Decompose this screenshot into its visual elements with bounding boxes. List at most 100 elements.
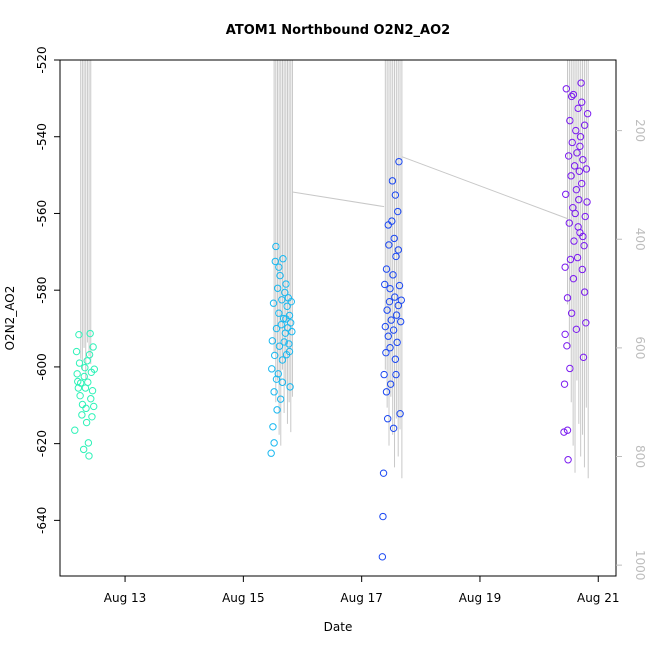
y-tick-label: -520: [35, 46, 49, 73]
data-point: [564, 152, 573, 160]
secondary-y-tick-label: 200: [633, 119, 647, 142]
data-point: [378, 553, 387, 561]
data-point: [270, 388, 278, 396]
data-point: [382, 349, 390, 357]
data-point: [562, 190, 570, 198]
data-point: [283, 302, 291, 310]
data-point: [563, 426, 572, 434]
data-point: [71, 426, 79, 434]
y-tick-label: -540: [35, 123, 49, 150]
data-point: [561, 330, 569, 339]
data-point: [286, 383, 294, 391]
data-point: [85, 350, 94, 359]
data-point: [381, 280, 389, 289]
data-point: [276, 395, 285, 403]
y-tick-label: -560: [35, 200, 49, 227]
secondary-y-tick-label: 400: [633, 228, 647, 251]
data-point: [582, 165, 591, 173]
data-point: [285, 340, 293, 348]
data-point: [78, 411, 86, 419]
y-tick-label: -580: [35, 277, 49, 304]
data-point: [385, 297, 394, 306]
data-point: [580, 121, 589, 129]
y-axis: -640 -620 -600 -580 -560 -540 -520: [35, 46, 60, 534]
data-point: [279, 255, 287, 263]
data-point: [75, 359, 84, 367]
data-point: [575, 167, 584, 175]
secondary-y-tick-label: 1000: [633, 550, 647, 581]
data-point: [566, 116, 574, 125]
data-point: [382, 265, 391, 273]
data-point: [567, 172, 575, 180]
data-point: [388, 177, 397, 185]
data-point: [282, 280, 290, 288]
data-point: [275, 263, 283, 271]
secondary-series-connector: [292, 191, 385, 208]
data-point: [277, 321, 285, 329]
y-axis-label: O2N2_AO2: [3, 286, 17, 351]
x-axis-label: Date: [324, 620, 353, 634]
data-point: [392, 252, 400, 261]
data-point: [76, 391, 84, 400]
data-point: [86, 329, 94, 338]
data-point: [278, 296, 286, 304]
data-point: [385, 241, 393, 249]
y-tick-label: -640: [35, 507, 49, 534]
data-point: [579, 353, 588, 362]
x-tick-label: Aug 13: [104, 591, 147, 605]
x-tick-label: Aug 17: [340, 591, 383, 605]
data-point: [560, 380, 569, 388]
data-point: [281, 288, 289, 297]
data-point: [379, 469, 388, 477]
x-tick-label: Aug 19: [459, 591, 502, 605]
data-point: [389, 271, 397, 279]
data-point: [577, 179, 586, 188]
data-point: [572, 126, 580, 135]
data-point: [282, 315, 290, 323]
data-point: [79, 445, 88, 454]
data-point: [272, 324, 281, 333]
data-point: [389, 326, 398, 334]
data-point: [269, 299, 278, 307]
data-point: [280, 338, 288, 346]
data-point: [563, 342, 571, 350]
data-point: [82, 404, 90, 413]
data-point: [566, 255, 575, 264]
data-point: [571, 209, 579, 218]
y-tick-label: -620: [35, 430, 49, 457]
data-point: [271, 257, 280, 266]
x-axis: Aug 13 Aug 15 Aug 17 Aug 19 Aug 21: [104, 576, 620, 605]
data-point: [579, 232, 587, 241]
data-point: [81, 363, 89, 372]
data-point: [561, 263, 569, 271]
data-point: [383, 306, 391, 314]
data-point: [389, 424, 398, 432]
data-point: [562, 85, 571, 93]
data-point: [566, 364, 574, 373]
data-point: [285, 347, 294, 356]
data-point: [88, 413, 96, 421]
data-point: [582, 319, 590, 327]
data-point: [84, 378, 92, 386]
data-point: [386, 344, 394, 352]
data-point: [576, 142, 584, 151]
data-point: [570, 237, 578, 245]
x-tick-label: Aug 15: [222, 591, 265, 605]
data-point: [386, 284, 394, 293]
data-point: [577, 79, 585, 87]
data-point: [573, 253, 582, 262]
y-tick-label: -600: [35, 353, 49, 380]
data-point: [273, 284, 282, 292]
data-point: [577, 98, 586, 106]
data-point: [271, 351, 279, 360]
data-point: [273, 406, 281, 414]
data-point: [387, 316, 395, 324]
data-point: [384, 221, 392, 229]
data-point: [380, 370, 388, 379]
data-point: [572, 185, 581, 194]
data-point: [564, 456, 572, 464]
data-point: [381, 322, 390, 331]
data-point: [288, 327, 296, 336]
data-point: [382, 388, 391, 396]
